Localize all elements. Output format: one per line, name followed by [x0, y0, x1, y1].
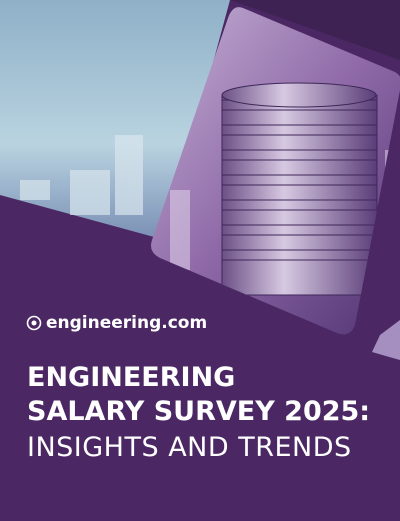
logo: engineering.com: [26, 313, 207, 333]
title-line: INSIGHTS AND TRENDS: [27, 432, 352, 463]
title-line: SALARY SURVEY 2025:: [27, 396, 371, 427]
logo-icon: [26, 315, 42, 331]
logo-text: engineering.com: [46, 313, 208, 333]
title-line: ENGINEERING: [27, 362, 236, 393]
